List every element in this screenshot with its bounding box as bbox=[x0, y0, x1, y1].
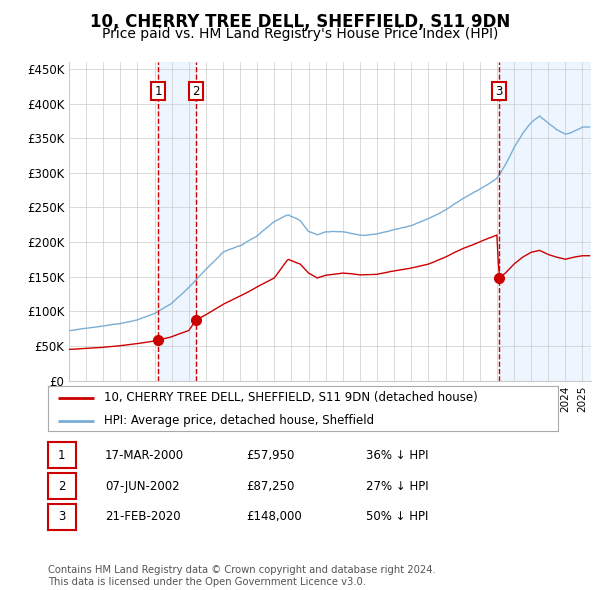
Text: 10, CHERRY TREE DELL, SHEFFIELD, S11 9DN: 10, CHERRY TREE DELL, SHEFFIELD, S11 9DN bbox=[90, 13, 510, 31]
Text: 50% ↓ HPI: 50% ↓ HPI bbox=[366, 510, 428, 523]
Text: Price paid vs. HM Land Registry's House Price Index (HPI): Price paid vs. HM Land Registry's House … bbox=[102, 27, 498, 41]
Text: 1: 1 bbox=[154, 84, 162, 97]
Text: 1: 1 bbox=[58, 449, 65, 462]
Bar bbox=[499, 62, 591, 381]
Text: Contains HM Land Registry data © Crown copyright and database right 2024.
This d: Contains HM Land Registry data © Crown c… bbox=[48, 565, 436, 587]
Text: 27% ↓ HPI: 27% ↓ HPI bbox=[366, 480, 428, 493]
Text: £87,250: £87,250 bbox=[246, 480, 295, 493]
Text: 21-FEB-2020: 21-FEB-2020 bbox=[105, 510, 181, 523]
Text: 36% ↓ HPI: 36% ↓ HPI bbox=[366, 449, 428, 462]
Text: £148,000: £148,000 bbox=[246, 510, 302, 523]
Text: 2: 2 bbox=[193, 84, 200, 97]
Text: 07-JUN-2002: 07-JUN-2002 bbox=[105, 480, 179, 493]
Text: 17-MAR-2000: 17-MAR-2000 bbox=[105, 449, 184, 462]
Text: 3: 3 bbox=[496, 84, 503, 97]
Text: £57,950: £57,950 bbox=[246, 449, 295, 462]
Bar bbox=[158, 62, 196, 381]
Text: 3: 3 bbox=[58, 510, 65, 523]
Text: 2: 2 bbox=[58, 480, 65, 493]
Text: 10, CHERRY TREE DELL, SHEFFIELD, S11 9DN (detached house): 10, CHERRY TREE DELL, SHEFFIELD, S11 9DN… bbox=[104, 391, 478, 404]
Text: HPI: Average price, detached house, Sheffield: HPI: Average price, detached house, Shef… bbox=[104, 414, 374, 428]
